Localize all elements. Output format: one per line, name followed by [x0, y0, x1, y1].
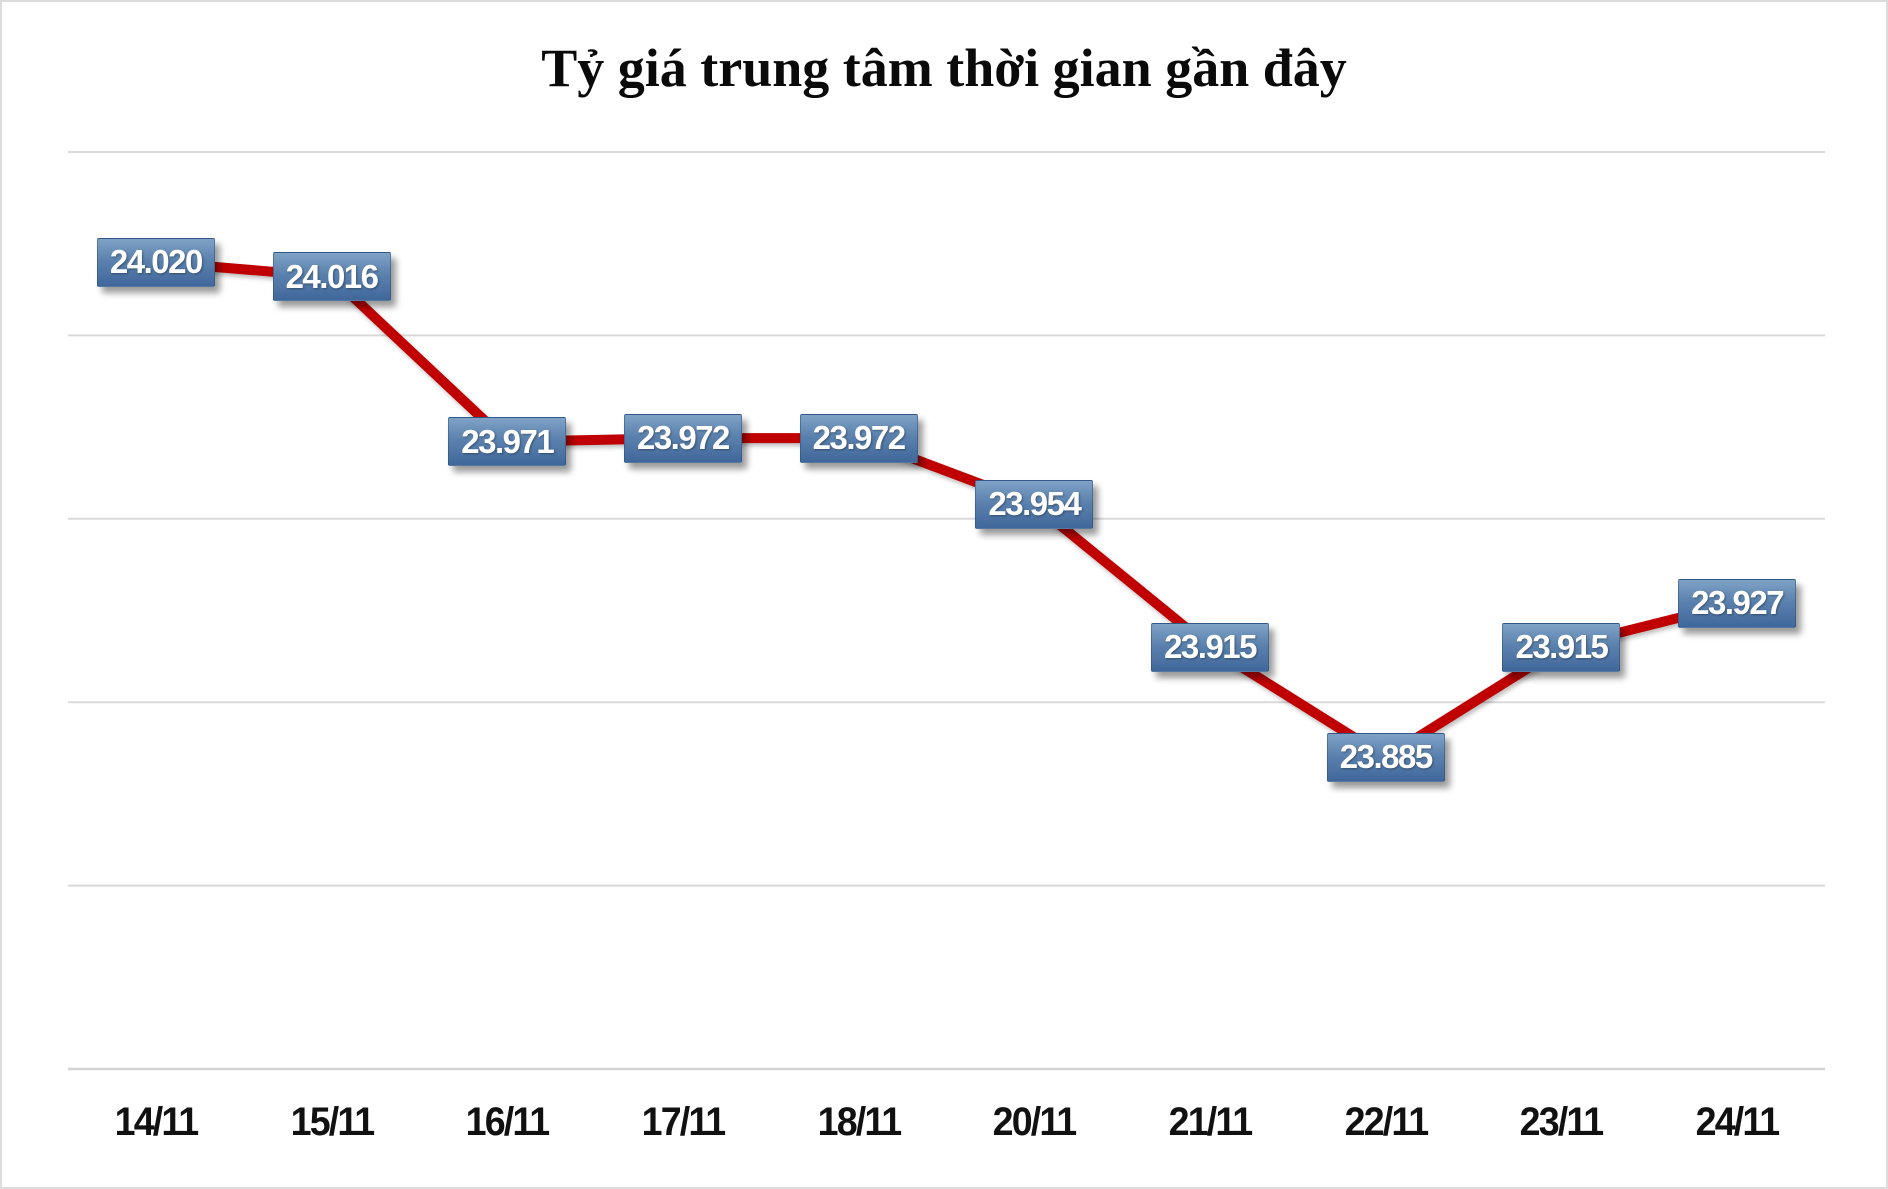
data-label: 23.927	[1678, 578, 1797, 628]
x-axis-label: 14/11	[114, 1100, 199, 1144]
series-line	[150, 257, 1743, 763]
x-axis-label: 22/11	[1344, 1100, 1428, 1144]
data-label: 23.972	[623, 413, 742, 463]
exchange-rate-line	[150, 257, 1743, 763]
data-label: 23.971	[448, 417, 567, 467]
x-axis-label: 17/11	[641, 1100, 726, 1144]
data-label: 23.885	[1326, 732, 1445, 782]
data-label: 23.954	[975, 479, 1094, 529]
x-axis-label: 20/11	[993, 1100, 1077, 1144]
x-axis-label: 18/11	[817, 1100, 901, 1144]
gridlines	[68, 151, 1825, 1071]
x-axis-label: 24/11	[1695, 1100, 1780, 1144]
x-axis-label: 23/11	[1520, 1100, 1604, 1144]
data-label: 24.016	[272, 252, 391, 302]
data-label: 23.915	[1151, 622, 1270, 672]
x-axis-label: 21/11	[1168, 1100, 1253, 1144]
x-axis-label: 15/11	[290, 1100, 374, 1144]
data-label: 24.020	[96, 237, 215, 287]
chart-title: Tỷ giá trung tâm thời gian gần đây	[541, 38, 1347, 98]
data-label: 23.972	[799, 413, 918, 463]
data-label: 23.915	[1502, 622, 1621, 672]
x-axis-label: 16/11	[465, 1100, 550, 1144]
